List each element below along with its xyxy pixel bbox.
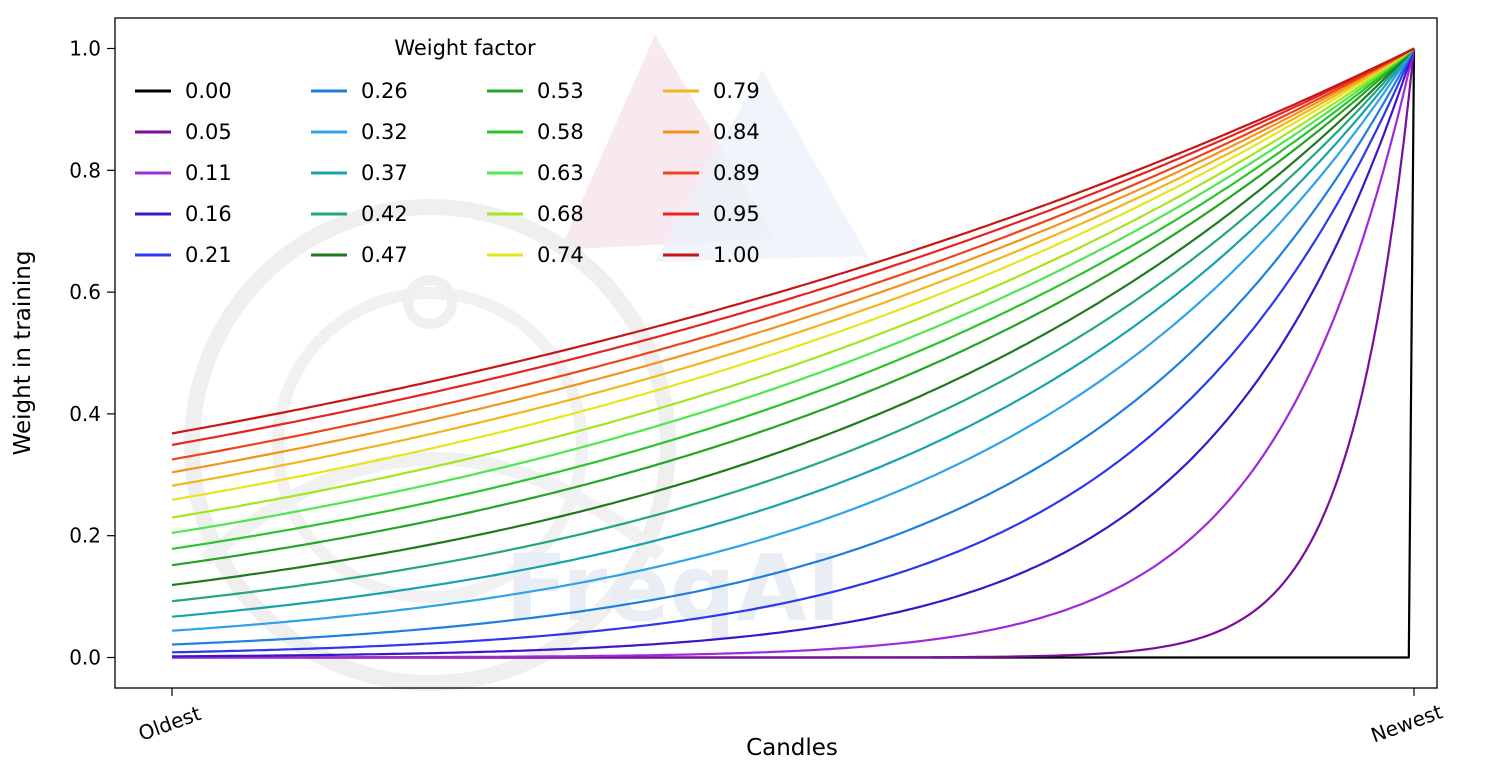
x-tick-label: Oldest xyxy=(135,701,204,746)
legend-title: Weight factor xyxy=(394,36,536,60)
watermark-knob xyxy=(403,275,457,329)
watermark-logo: FreqAI xyxy=(184,35,868,691)
series-line-0.84 xyxy=(171,47,1415,474)
plot-border xyxy=(114,17,1438,689)
legend: 0.00 0.05 0.11 0.16 0.21 0.26 0.32 0.37 0.42 0.47… xyxy=(135,79,760,267)
x-axis-label: Candles xyxy=(746,735,838,761)
legend-label-0.74: 0.74 xyxy=(537,243,584,267)
y-axis-label: Weight in training xyxy=(10,251,36,456)
legend-label-0.26: 0.26 xyxy=(361,79,408,103)
series-line-0.63 xyxy=(171,47,1415,535)
watermark-text: FreqAI xyxy=(505,535,841,642)
series-line-0.32 xyxy=(171,47,1415,632)
legend-label-0.11: 0.11 xyxy=(185,161,232,185)
legend-label-0.37: 0.37 xyxy=(361,161,408,185)
series-line-0.26 xyxy=(171,47,1415,646)
series-line-0.16 xyxy=(172,48,1416,658)
axis-ticks xyxy=(107,47,1415,696)
y-tick-label: 1.0 xyxy=(69,37,101,61)
series-line-0.42 xyxy=(171,47,1415,603)
x-tick-label: Newest xyxy=(1368,699,1446,747)
legend-label-0.58: 0.58 xyxy=(537,120,584,144)
series-line-0.58 xyxy=(171,47,1415,550)
watermark-swirl xyxy=(200,451,665,566)
y-tick-label: 0.8 xyxy=(69,158,101,182)
legend-label-0.84: 0.84 xyxy=(713,120,760,144)
series-line-0.68 xyxy=(171,47,1415,519)
legend-label-0.79: 0.79 xyxy=(713,79,760,103)
legend-label-0.53: 0.53 xyxy=(537,79,584,103)
series-line-0.95 xyxy=(171,47,1415,446)
watermark-inner-circle xyxy=(272,287,588,603)
legend-label-0.47: 0.47 xyxy=(361,243,408,267)
series-line-1.00 xyxy=(171,47,1415,435)
legend-label-0.95: 0.95 xyxy=(713,202,760,226)
series-line-0.53 xyxy=(171,47,1415,567)
legend-label-0.16: 0.16 xyxy=(185,202,232,226)
series-line-0.21 xyxy=(171,48,1416,654)
legend-label-0.63: 0.63 xyxy=(537,161,584,185)
series-line-0.37 xyxy=(171,47,1415,618)
y-tick-label: 0.2 xyxy=(69,524,101,548)
legend-label-1.00: 1.00 xyxy=(713,243,760,267)
watermark-outer-circle xyxy=(184,199,676,691)
series-line-0.11 xyxy=(172,48,1416,659)
legend-label-0.21: 0.21 xyxy=(185,243,232,267)
legend-label-0.05: 0.05 xyxy=(185,120,232,144)
legend-label-0.68: 0.68 xyxy=(537,202,584,226)
series-line-0.47 xyxy=(171,47,1415,587)
series-line-0.74 xyxy=(171,47,1415,501)
y-tick-label: 0.0 xyxy=(69,646,101,670)
watermark-shape-blue xyxy=(655,70,868,262)
y-tick-label: 0.4 xyxy=(69,402,101,426)
legend-label-0.32: 0.32 xyxy=(361,120,408,144)
legend-label-0.42: 0.42 xyxy=(361,202,408,226)
series-line-0.79 xyxy=(171,47,1415,487)
legend-label-0.89: 0.89 xyxy=(713,161,760,185)
legend-label-0.00: 0.00 xyxy=(185,79,232,103)
series-line-0.89 xyxy=(171,47,1415,461)
y-tick-label: 0.6 xyxy=(69,280,101,304)
curves xyxy=(171,47,1416,659)
